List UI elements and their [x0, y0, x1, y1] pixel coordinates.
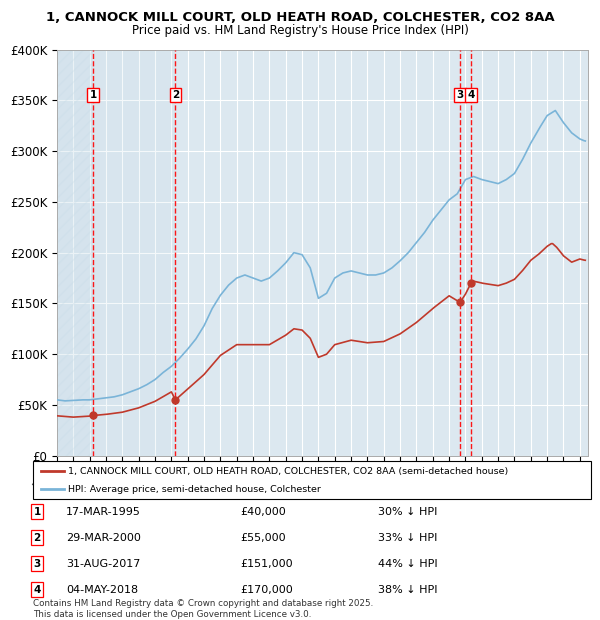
- Text: 38% ↓ HPI: 38% ↓ HPI: [378, 585, 437, 595]
- Bar: [57, 50, 93, 456]
- Text: £151,000: £151,000: [240, 559, 293, 569]
- Text: Price paid vs. HM Land Registry's House Price Index (HPI): Price paid vs. HM Land Registry's House …: [131, 24, 469, 37]
- Text: 2: 2: [34, 533, 41, 542]
- Text: 1, CANNOCK MILL COURT, OLD HEATH ROAD, COLCHESTER, CO2 8AA (semi-detached house): 1, CANNOCK MILL COURT, OLD HEATH ROAD, C…: [68, 466, 508, 476]
- Text: £55,000: £55,000: [240, 533, 286, 542]
- Text: 2: 2: [172, 91, 179, 100]
- Text: 1: 1: [89, 91, 97, 100]
- Text: 33% ↓ HPI: 33% ↓ HPI: [378, 533, 437, 542]
- Bar: [93, 50, 175, 456]
- Text: HPI: Average price, semi-detached house, Colchester: HPI: Average price, semi-detached house,…: [68, 485, 320, 494]
- Text: 4: 4: [467, 91, 475, 100]
- FancyBboxPatch shape: [33, 461, 591, 499]
- Text: 1: 1: [34, 507, 41, 516]
- Text: £170,000: £170,000: [240, 585, 293, 595]
- Text: 3: 3: [34, 559, 41, 569]
- Text: 17-MAR-1995: 17-MAR-1995: [66, 507, 141, 516]
- Text: Contains HM Land Registry data © Crown copyright and database right 2025.
This d: Contains HM Land Registry data © Crown c…: [33, 600, 373, 619]
- Text: 31-AUG-2017: 31-AUG-2017: [66, 559, 140, 569]
- Text: 1, CANNOCK MILL COURT, OLD HEATH ROAD, COLCHESTER, CO2 8AA: 1, CANNOCK MILL COURT, OLD HEATH ROAD, C…: [46, 11, 554, 24]
- Text: 30% ↓ HPI: 30% ↓ HPI: [378, 507, 437, 516]
- Text: 29-MAR-2000: 29-MAR-2000: [66, 533, 141, 542]
- Text: 4: 4: [34, 585, 41, 595]
- Text: 04-MAY-2018: 04-MAY-2018: [66, 585, 138, 595]
- Text: £40,000: £40,000: [240, 507, 286, 516]
- Text: 3: 3: [457, 91, 464, 100]
- Text: 44% ↓ HPI: 44% ↓ HPI: [378, 559, 437, 569]
